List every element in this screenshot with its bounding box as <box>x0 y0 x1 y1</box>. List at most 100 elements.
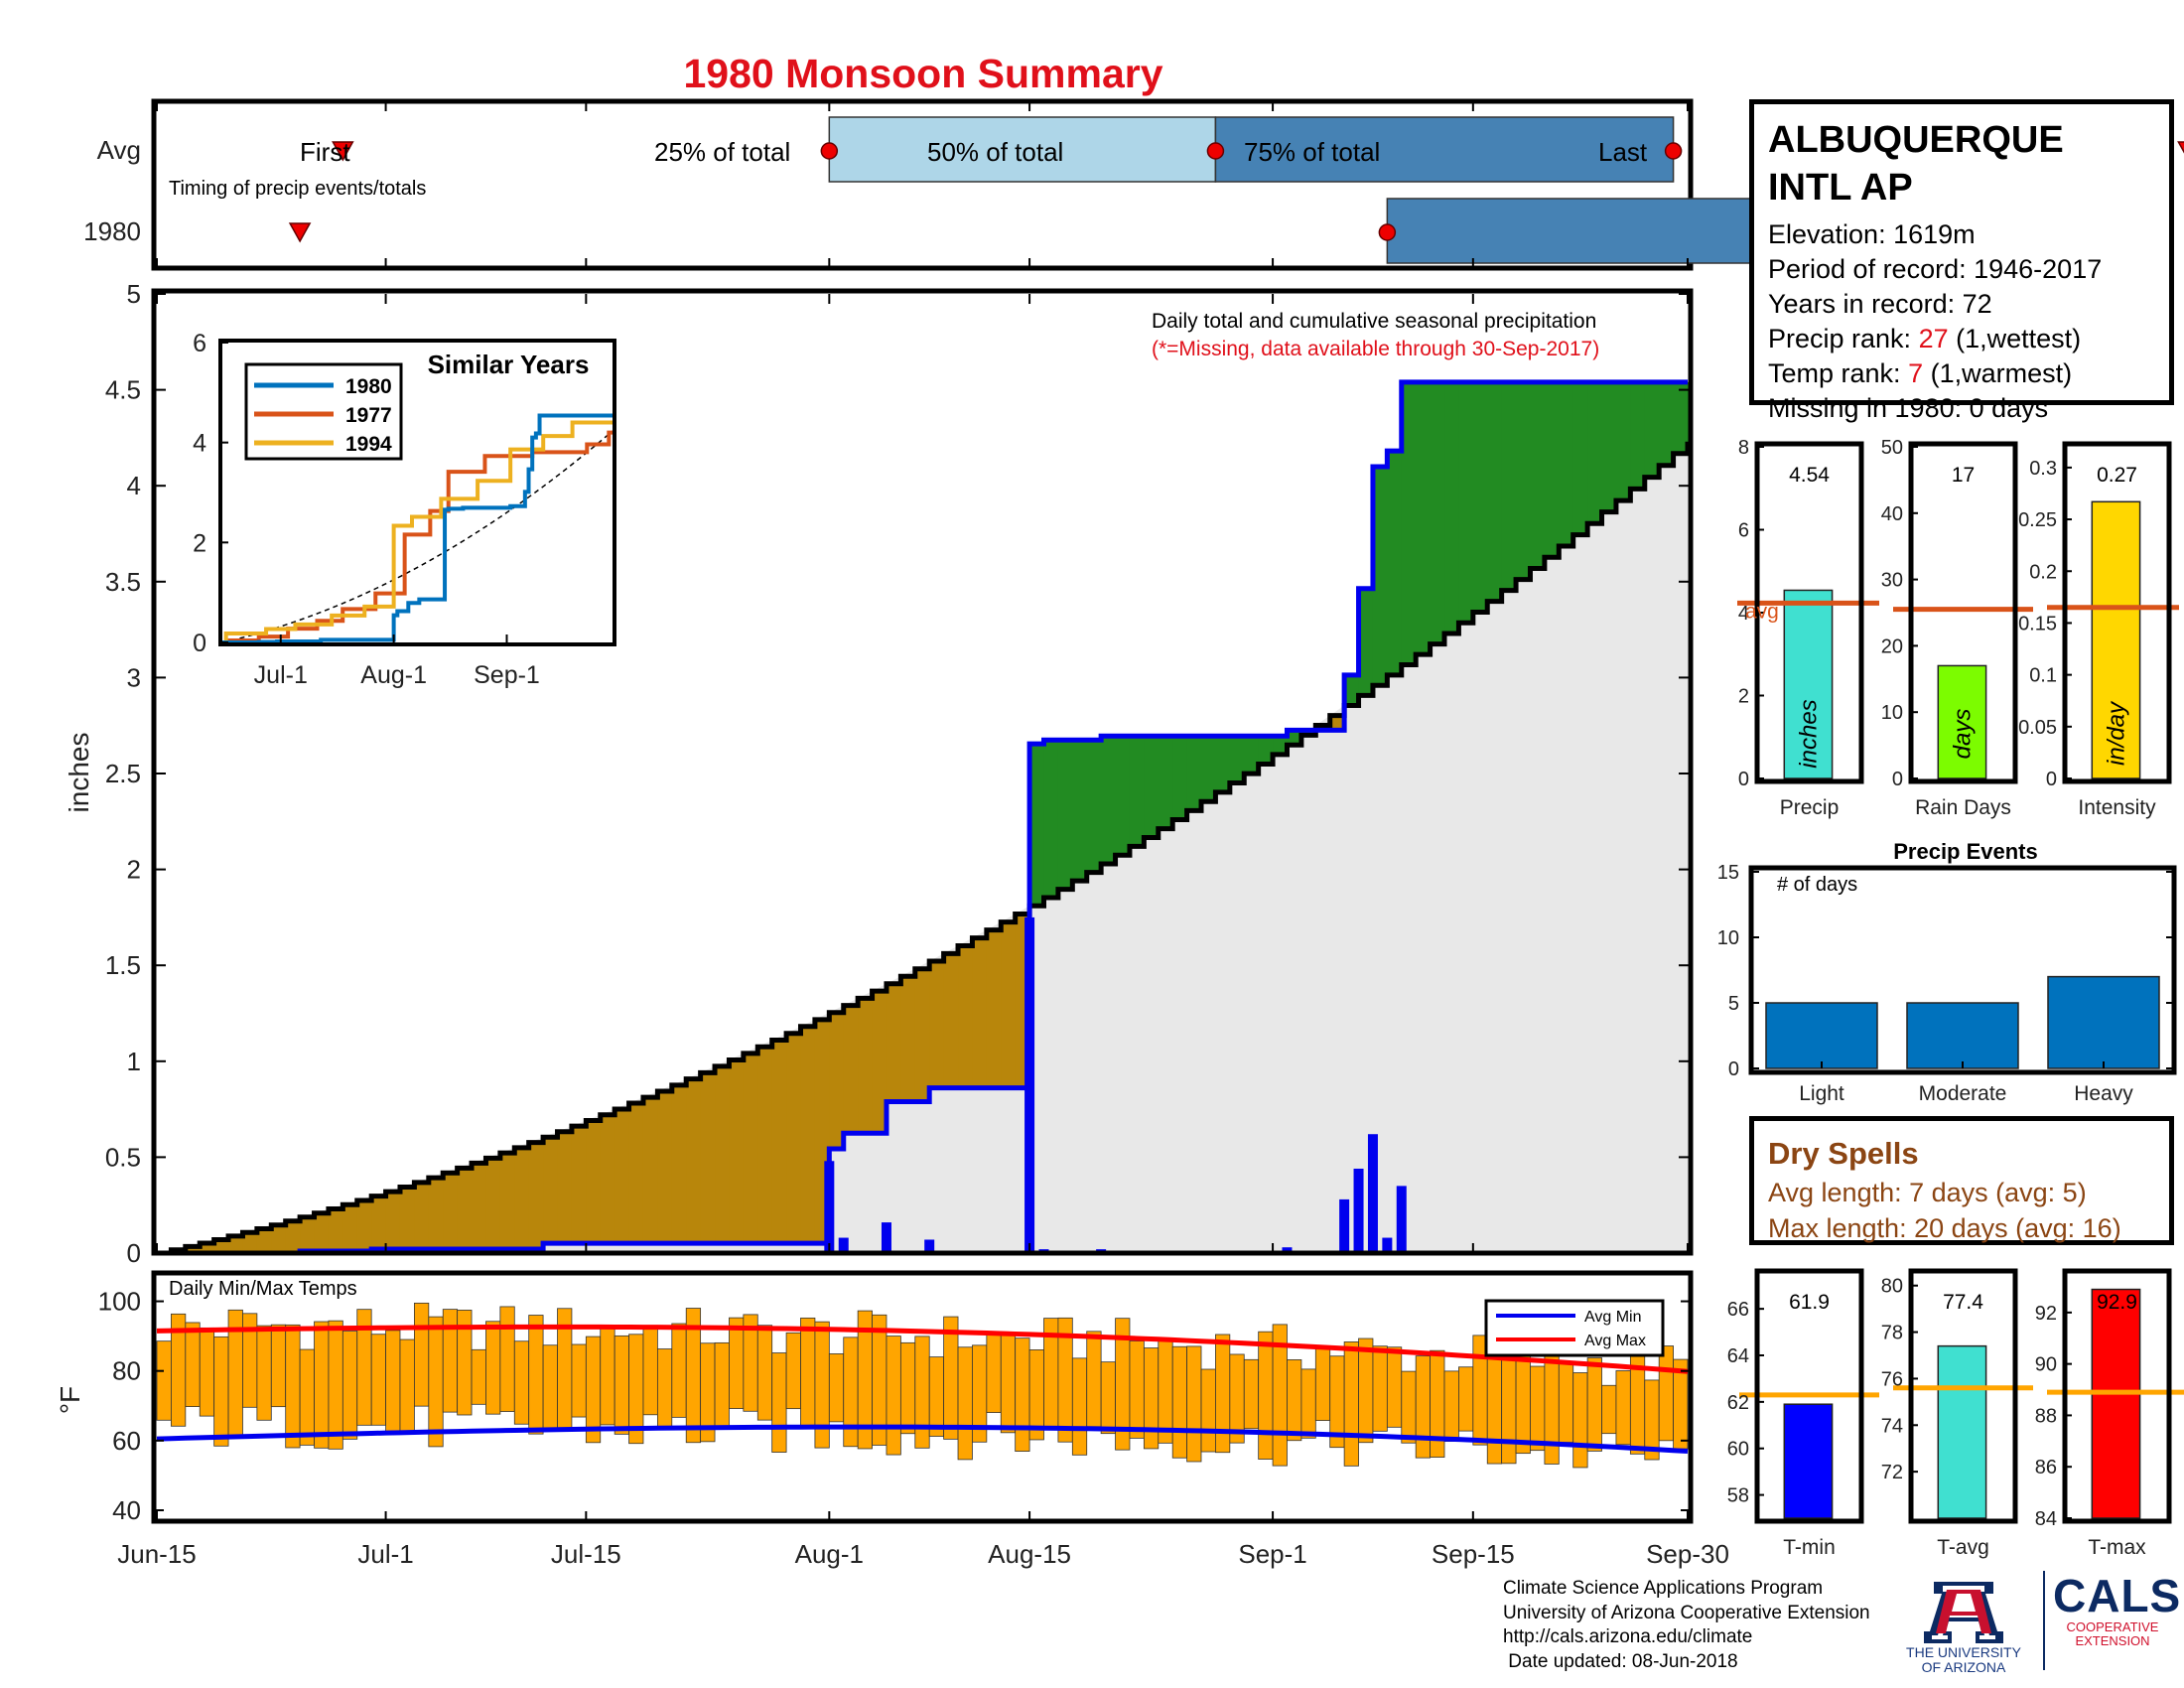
timing-quantile-marker <box>1378 223 1397 241</box>
daily-temp-bar <box>1071 1357 1088 1456</box>
deficit-area <box>428 1178 444 1250</box>
daily-temp-bar <box>828 1353 845 1423</box>
intensity-panel-label: Intensity <box>2078 796 2156 819</box>
daily-temp-bar <box>656 1348 673 1429</box>
date-xtick-label: Aug-15 <box>988 1539 1071 1569</box>
daily-temp-bar <box>1300 1368 1316 1439</box>
surplus-area <box>1387 451 1403 675</box>
station-name-line1: ALBUQUERQUE <box>1768 119 2064 161</box>
deficit-area <box>586 1120 602 1244</box>
timing-avg-last-marker <box>2177 141 2184 154</box>
daily-temp-bar <box>1143 1347 1160 1450</box>
surplus-area <box>1372 467 1388 686</box>
surplus-area <box>1344 674 1360 706</box>
date-xtick-label: Aug-1 <box>795 1539 864 1569</box>
daily-temp-bar <box>1486 1350 1503 1465</box>
surplus-area <box>1115 736 1131 856</box>
deficit-area <box>700 1072 716 1244</box>
deficit-area <box>557 1131 573 1244</box>
deficit-area <box>485 1158 501 1250</box>
precip-panel-ytick-label: 6 <box>1738 520 1749 542</box>
daily-temp-bar <box>341 1331 358 1440</box>
intensity-panel-frame <box>2062 441 2172 784</box>
deficit-area <box>600 1114 615 1244</box>
inset-xtick-label: Jul-1 <box>254 661 308 689</box>
daily-temp-bar <box>1558 1362 1574 1444</box>
deficit-area <box>958 945 974 1088</box>
daily-temp-bar <box>1501 1349 1517 1465</box>
surplus-area <box>1129 736 1145 847</box>
daily-temp-bar <box>1129 1340 1145 1439</box>
inset-ytick-label: 6 <box>193 330 206 357</box>
daily-temp-bar <box>943 1316 959 1440</box>
dry-spells-title: Dry Spells <box>1768 1136 1919 1171</box>
rain-days-panel-ytick-label: 30 <box>1881 570 1903 592</box>
deficit-area <box>328 1208 343 1252</box>
main-ytick-label: 5 <box>127 279 141 309</box>
tmin-panel-label: T-min <box>1783 1536 1836 1559</box>
rain-days-panel-ytick-label: 10 <box>1881 702 1903 724</box>
daily-temp-bar <box>1458 1366 1474 1432</box>
precip-event-ytick-label: 10 <box>1717 927 1739 949</box>
main-note-line1: Daily total and cumulative seasonal prec… <box>1152 310 1596 333</box>
precip-panel-avg-label: avg <box>1745 600 1779 623</box>
main-ylabel: inches <box>64 733 94 813</box>
tmax-panel-ytick-label: 92 <box>2035 1303 2057 1325</box>
surplus-area <box>1029 744 1045 907</box>
deficit-area <box>371 1196 387 1250</box>
surplus-area <box>1501 381 1517 591</box>
timing-year-label: 1980 <box>83 216 141 246</box>
daily-temp-bar <box>1158 1337 1173 1444</box>
inset-line-1994 <box>222 420 613 644</box>
daily-temp-bar <box>1358 1337 1374 1444</box>
surplus-area <box>1458 381 1474 624</box>
daily-temp-bar <box>729 1317 745 1409</box>
surplus-area <box>1572 381 1588 535</box>
temps-ylabel: °F <box>55 1386 85 1414</box>
daily-temp-bar <box>614 1335 629 1435</box>
precip-event-label: Light <box>1799 1082 1844 1105</box>
legend-avg-max: Avg Max <box>1584 1333 1646 1349</box>
dry-spells-box: Dry Spells Avg length: 7 days (avg: 5) M… <box>1749 1116 2174 1245</box>
daily-temp-bar <box>314 1321 330 1449</box>
deficit-area <box>185 1246 201 1253</box>
tmin-panel: 58 60 62 64 66 61.9 T-min <box>1727 1268 1879 1559</box>
intensity-panel: 0 0.05 0.1 0.15 0.2 0.25 0.3 0.27 Intensity in/da… <box>2018 441 2179 819</box>
inset-xtick-label: Sep-1 <box>474 661 540 689</box>
daily-temp-bar <box>385 1330 401 1433</box>
precip-panel-unit: inches <box>1795 699 1822 768</box>
deficit-area <box>872 991 887 1134</box>
timing-quantile-marker <box>820 142 839 160</box>
tmax-panel: 84 86 88 90 92 92.9 T-max <box>2035 1268 2184 1559</box>
daily-temp-bar <box>513 1340 530 1425</box>
surplus-area <box>1487 381 1503 602</box>
temp-rank-value: 7 <box>1908 358 1924 388</box>
deficit-area <box>743 1053 758 1244</box>
date-xtick-label: Sep-15 <box>1432 1539 1515 1569</box>
tavg-panel-ytick-label: 80 <box>1881 1276 1903 1298</box>
timing-last-label: Last <box>1598 137 1648 167</box>
daily-temp-bar <box>156 1340 172 1421</box>
precip-events-chart: Precip Events Light Moderate Heavy 0 5 10 15 #… <box>1717 839 2177 1105</box>
similar-years-inset: 0 2 4 6 Jul-1 Aug-1 Sep-1 Similar Years 1980 1… <box>193 330 616 689</box>
deficit-area <box>213 1239 229 1253</box>
main-ytick-label: 4.5 <box>105 375 141 405</box>
deficit-area <box>614 1108 630 1244</box>
station-precip-rank: Precip rank: 27 (1,wettest) <box>1768 322 2155 356</box>
surplus-area <box>1229 736 1245 783</box>
daily-temp-bar <box>642 1326 658 1416</box>
tavg-panel: 72 74 76 78 80 77.4 T-avg <box>1881 1268 2033 1559</box>
surplus-area <box>1444 381 1460 633</box>
tmax-panel-bar <box>2091 1288 2141 1519</box>
avg-min-line <box>156 1424 1689 1455</box>
main-ytick-label: 4 <box>127 471 141 500</box>
station-years: Years in record: 72 <box>1768 289 1992 319</box>
date-xtick-label: Jul-1 <box>357 1539 413 1569</box>
daily-temp-bar <box>1171 1345 1188 1459</box>
deficit-area <box>786 1033 802 1244</box>
intensity-panel-ytick-label: 0.2 <box>2029 561 2057 583</box>
ua-logo-text1: THE UNIVERSITY <box>1906 1644 2021 1660</box>
inset-legend-1994: 1994 <box>345 433 392 456</box>
tmax-panel-ytick-label: 90 <box>2035 1354 2057 1376</box>
daily-temp-bar <box>471 1348 486 1405</box>
